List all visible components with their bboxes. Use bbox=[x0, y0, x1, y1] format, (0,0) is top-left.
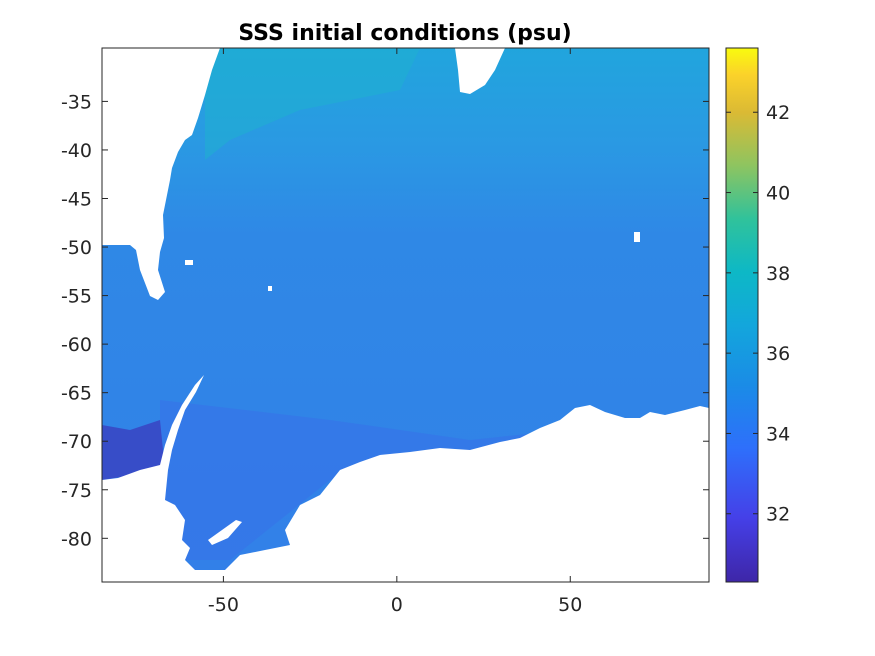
y-tick-label: -65 bbox=[61, 383, 92, 405]
south-america-land bbox=[102, 48, 220, 300]
colorbar-tick-label: 34 bbox=[766, 423, 790, 445]
antarctica-land bbox=[102, 375, 709, 582]
colorbar-tick-label: 36 bbox=[766, 343, 790, 365]
high-salinity-band bbox=[205, 48, 420, 160]
y-tick-label: -35 bbox=[61, 91, 92, 113]
y-axis: -35 -40 -45 -50 -55 -60 -65 -70 -75 -80 bbox=[61, 91, 709, 550]
y-tick-label: -40 bbox=[61, 140, 92, 162]
x-tick-label: -50 bbox=[208, 594, 239, 616]
salinity-field bbox=[102, 48, 709, 582]
y-tick-label: -75 bbox=[61, 480, 92, 502]
ice-shelf-island bbox=[208, 520, 242, 545]
colorbar-ticks: 32 34 36 38 40 42 bbox=[726, 102, 790, 526]
colorbar-tick-label: 32 bbox=[766, 504, 790, 526]
x-axis: -50 0 50 bbox=[208, 48, 582, 616]
y-tick-label: -55 bbox=[61, 286, 92, 308]
y-tick-label: -70 bbox=[61, 431, 92, 453]
y-tick-label: -60 bbox=[61, 334, 92, 356]
small-island bbox=[185, 260, 193, 265]
colorbar-tick-label: 38 bbox=[766, 263, 790, 285]
y-tick-label: -50 bbox=[61, 237, 92, 259]
small-island bbox=[634, 232, 640, 242]
colorbar-tick-label: 40 bbox=[766, 183, 790, 205]
africa-land bbox=[455, 48, 505, 94]
small-island bbox=[268, 286, 272, 291]
colorbar-tick-label: 42 bbox=[766, 102, 790, 124]
y-tick-label: -45 bbox=[61, 188, 92, 210]
plot-frame bbox=[101, 47, 710, 583]
x-tick-label: 50 bbox=[558, 594, 582, 616]
bellingshausen-low-salinity bbox=[102, 420, 165, 480]
y-tick-label: -80 bbox=[61, 528, 92, 550]
chart-title: SSS initial conditions (psu) bbox=[238, 21, 571, 46]
colorbar bbox=[725, 47, 759, 583]
x-tick-label: 0 bbox=[391, 594, 403, 616]
